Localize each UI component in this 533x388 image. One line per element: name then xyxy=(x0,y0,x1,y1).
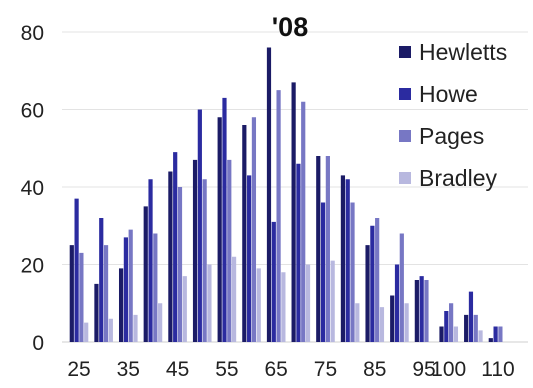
bar-hewletts xyxy=(242,125,247,342)
bar-bradley xyxy=(453,326,459,342)
bar-bradley xyxy=(330,260,335,343)
bar-pages xyxy=(325,156,330,342)
legend-label-pages: Pages xyxy=(419,123,484,149)
bars xyxy=(69,47,503,343)
bar-pages xyxy=(177,187,183,342)
bar-hewletts xyxy=(192,159,198,343)
bar-howe xyxy=(197,109,202,342)
bar-bradley xyxy=(182,276,187,343)
bar-howe xyxy=(74,198,79,343)
legend-swatch-howe xyxy=(399,88,411,100)
bar-pages xyxy=(202,179,207,342)
bar-bradley xyxy=(281,272,286,342)
y-tick-label: 40 xyxy=(21,177,44,200)
bar-howe xyxy=(444,311,449,342)
bar-bradley xyxy=(404,303,409,342)
x-tick-label: 110 xyxy=(481,358,514,381)
x-tick-label: 25 xyxy=(67,358,90,381)
bar-howe xyxy=(271,221,276,343)
bar-hewletts xyxy=(414,280,419,342)
bar-howe xyxy=(173,152,178,343)
bar-pages xyxy=(375,218,380,342)
bar-bradley xyxy=(108,318,113,342)
bar-howe xyxy=(247,175,252,343)
bar-hewletts xyxy=(439,326,444,342)
bar-howe xyxy=(222,97,227,343)
legend-swatch-hewletts xyxy=(399,46,411,58)
y-tick-label: 0 xyxy=(32,332,44,355)
bar-pages xyxy=(276,90,281,343)
bar-howe xyxy=(320,202,326,342)
bar-pages xyxy=(301,101,306,342)
bar-bradley xyxy=(379,307,385,343)
legend-label-howe: Howe xyxy=(419,81,478,107)
bar-howe xyxy=(296,163,301,342)
bar-bradley xyxy=(256,268,261,343)
bar-pages xyxy=(399,233,404,342)
legend-label-bradley: Bradley xyxy=(419,165,497,191)
bar-hewletts xyxy=(69,245,74,343)
bar-pages xyxy=(227,159,232,343)
bar-howe xyxy=(370,225,375,342)
bar-hewletts xyxy=(488,338,493,343)
bar-hewletts xyxy=(168,171,173,342)
bar-pages xyxy=(449,303,454,342)
bar-hewletts xyxy=(266,47,272,342)
bar-hewletts xyxy=(291,82,296,343)
bar-pages xyxy=(103,245,109,343)
bar-howe xyxy=(468,291,474,343)
bar-bradley xyxy=(231,256,237,342)
bar-pages xyxy=(79,252,84,343)
legend-swatch-bradley xyxy=(399,172,411,184)
bar-bradley xyxy=(84,322,89,343)
x-tick-label: 100 xyxy=(431,358,466,381)
bar-howe xyxy=(394,264,400,342)
bar-hewletts xyxy=(365,245,370,343)
bar-bradley xyxy=(158,303,163,342)
bar-howe xyxy=(345,179,350,342)
bar-howe xyxy=(123,237,128,343)
x-tick-label: 85 xyxy=(363,358,386,381)
bar-pages xyxy=(350,202,355,342)
x-tick-label: 45 xyxy=(166,358,189,381)
bar-hewletts xyxy=(118,268,124,343)
bar-pages xyxy=(153,233,158,342)
x-tick-label: 55 xyxy=(215,358,238,381)
legend-swatch-pages xyxy=(399,130,411,142)
y-tick-label: 80 xyxy=(21,22,44,45)
legend-label-hewletts: Hewletts xyxy=(419,39,507,65)
bar-howe xyxy=(99,218,104,342)
y-axis-ticks: 0 20 40 60 80 xyxy=(21,22,44,355)
bar-howe xyxy=(493,326,498,342)
x-tick-label: 35 xyxy=(117,358,140,381)
x-tick-label: 65 xyxy=(264,358,287,381)
bar-pages xyxy=(498,326,503,342)
bar-hewletts xyxy=(143,206,148,343)
bar-pages xyxy=(473,314,478,343)
x-tick-label: 95 xyxy=(412,358,435,381)
bar-hewletts xyxy=(217,117,222,342)
bar-hewletts xyxy=(340,175,346,343)
bar-bradley xyxy=(305,264,311,342)
bar-hewletts xyxy=(94,283,99,343)
bar-bradley xyxy=(478,330,483,343)
bar-bradley xyxy=(207,264,212,342)
bar-bradley xyxy=(355,303,360,342)
chart-title: '08 xyxy=(272,12,308,42)
legend: Hewletts Howe Pages Bradley xyxy=(399,39,507,191)
y-tick-label: 20 xyxy=(21,255,44,278)
bar-howe xyxy=(148,179,153,342)
bar-hewletts xyxy=(316,156,321,342)
x-tick-label: 75 xyxy=(314,358,337,381)
bar-bradley xyxy=(133,314,138,343)
bar-pages xyxy=(128,229,133,343)
bar-howe xyxy=(419,276,424,343)
bar-pages xyxy=(424,280,429,342)
bar-hewletts xyxy=(464,314,469,343)
y-tick-label: 60 xyxy=(21,100,44,123)
bar-hewletts xyxy=(390,295,395,342)
bar-pages xyxy=(251,117,257,342)
